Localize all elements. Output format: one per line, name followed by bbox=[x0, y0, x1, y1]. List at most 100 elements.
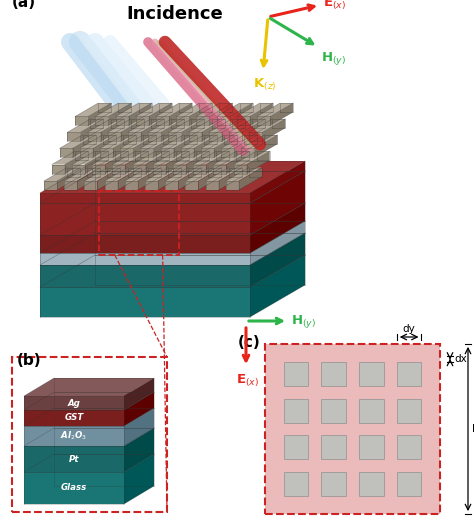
Bar bbox=[321, 362, 346, 386]
Polygon shape bbox=[120, 135, 156, 148]
Polygon shape bbox=[161, 135, 197, 148]
Polygon shape bbox=[217, 103, 253, 117]
Polygon shape bbox=[105, 168, 141, 181]
Polygon shape bbox=[112, 151, 148, 164]
Polygon shape bbox=[234, 135, 257, 157]
Polygon shape bbox=[181, 135, 217, 148]
Polygon shape bbox=[75, 117, 88, 126]
Polygon shape bbox=[140, 135, 176, 148]
Polygon shape bbox=[242, 119, 265, 142]
Polygon shape bbox=[227, 151, 249, 173]
Text: $\mathbf{E}_{(x)}$: $\mathbf{E}_{(x)}$ bbox=[323, 0, 346, 12]
Polygon shape bbox=[113, 135, 136, 157]
Polygon shape bbox=[196, 117, 210, 126]
Polygon shape bbox=[105, 151, 128, 173]
Polygon shape bbox=[194, 135, 217, 157]
Polygon shape bbox=[169, 103, 192, 126]
Polygon shape bbox=[250, 171, 305, 235]
Polygon shape bbox=[112, 164, 126, 173]
Polygon shape bbox=[24, 454, 154, 472]
Polygon shape bbox=[229, 119, 265, 132]
Polygon shape bbox=[158, 168, 181, 190]
Bar bbox=[359, 435, 383, 459]
Text: Pt: Pt bbox=[69, 454, 79, 463]
Polygon shape bbox=[185, 181, 199, 190]
Polygon shape bbox=[257, 117, 270, 126]
Text: Al$_2$O$_3$: Al$_2$O$_3$ bbox=[61, 430, 88, 442]
Polygon shape bbox=[92, 164, 105, 173]
Polygon shape bbox=[95, 103, 131, 117]
Polygon shape bbox=[124, 454, 154, 504]
Polygon shape bbox=[141, 119, 164, 142]
Bar bbox=[359, 362, 383, 386]
Polygon shape bbox=[209, 119, 245, 132]
Polygon shape bbox=[145, 168, 181, 181]
Polygon shape bbox=[176, 103, 212, 117]
Polygon shape bbox=[250, 161, 305, 203]
Polygon shape bbox=[148, 132, 161, 142]
Polygon shape bbox=[222, 119, 245, 142]
Polygon shape bbox=[154, 135, 176, 157]
Polygon shape bbox=[206, 168, 242, 181]
Polygon shape bbox=[95, 117, 109, 126]
Polygon shape bbox=[72, 164, 85, 173]
Polygon shape bbox=[168, 132, 182, 142]
Polygon shape bbox=[153, 164, 166, 173]
Polygon shape bbox=[24, 472, 124, 504]
Text: dx: dx bbox=[454, 354, 467, 364]
Polygon shape bbox=[81, 119, 103, 142]
Polygon shape bbox=[80, 148, 93, 157]
Polygon shape bbox=[189, 132, 201, 142]
Polygon shape bbox=[121, 119, 144, 142]
Polygon shape bbox=[40, 221, 305, 253]
Polygon shape bbox=[108, 119, 144, 132]
Polygon shape bbox=[166, 151, 189, 173]
Polygon shape bbox=[40, 253, 250, 265]
Polygon shape bbox=[149, 103, 172, 126]
Polygon shape bbox=[206, 151, 229, 173]
Polygon shape bbox=[270, 103, 293, 126]
Polygon shape bbox=[124, 378, 154, 410]
Polygon shape bbox=[64, 181, 77, 190]
Polygon shape bbox=[124, 392, 154, 426]
Polygon shape bbox=[217, 117, 229, 126]
Polygon shape bbox=[116, 103, 152, 117]
Polygon shape bbox=[176, 117, 189, 126]
Polygon shape bbox=[241, 148, 255, 157]
Polygon shape bbox=[52, 151, 88, 164]
Polygon shape bbox=[24, 408, 154, 426]
Polygon shape bbox=[125, 168, 161, 181]
Polygon shape bbox=[186, 151, 209, 173]
Polygon shape bbox=[239, 168, 262, 190]
Text: L: L bbox=[472, 424, 474, 434]
Text: Mirror: Mirror bbox=[310, 259, 338, 268]
Polygon shape bbox=[156, 103, 192, 117]
Polygon shape bbox=[246, 151, 270, 173]
Polygon shape bbox=[165, 168, 201, 181]
Text: Metallic
Nanoarrays: Metallic Nanoarrays bbox=[310, 149, 362, 169]
Polygon shape bbox=[60, 135, 96, 148]
Bar bbox=[321, 472, 346, 496]
Polygon shape bbox=[65, 151, 88, 173]
Bar bbox=[397, 362, 421, 386]
Polygon shape bbox=[221, 148, 234, 157]
Polygon shape bbox=[24, 410, 124, 426]
Polygon shape bbox=[109, 103, 131, 126]
Polygon shape bbox=[250, 203, 305, 253]
Bar bbox=[397, 472, 421, 496]
Text: $\mathbf{E}_{(x)}$: $\mathbf{E}_{(x)}$ bbox=[236, 373, 259, 389]
Polygon shape bbox=[201, 148, 214, 157]
Polygon shape bbox=[201, 119, 225, 142]
Polygon shape bbox=[173, 135, 197, 157]
Text: Ag: Ag bbox=[68, 398, 81, 408]
Polygon shape bbox=[40, 265, 250, 287]
Polygon shape bbox=[40, 161, 305, 193]
Polygon shape bbox=[229, 132, 242, 142]
Polygon shape bbox=[100, 148, 113, 157]
Bar bbox=[283, 399, 308, 422]
Polygon shape bbox=[88, 103, 111, 126]
Polygon shape bbox=[210, 103, 232, 126]
Polygon shape bbox=[146, 151, 169, 173]
Polygon shape bbox=[249, 132, 262, 142]
Text: (b): (b) bbox=[17, 353, 42, 368]
